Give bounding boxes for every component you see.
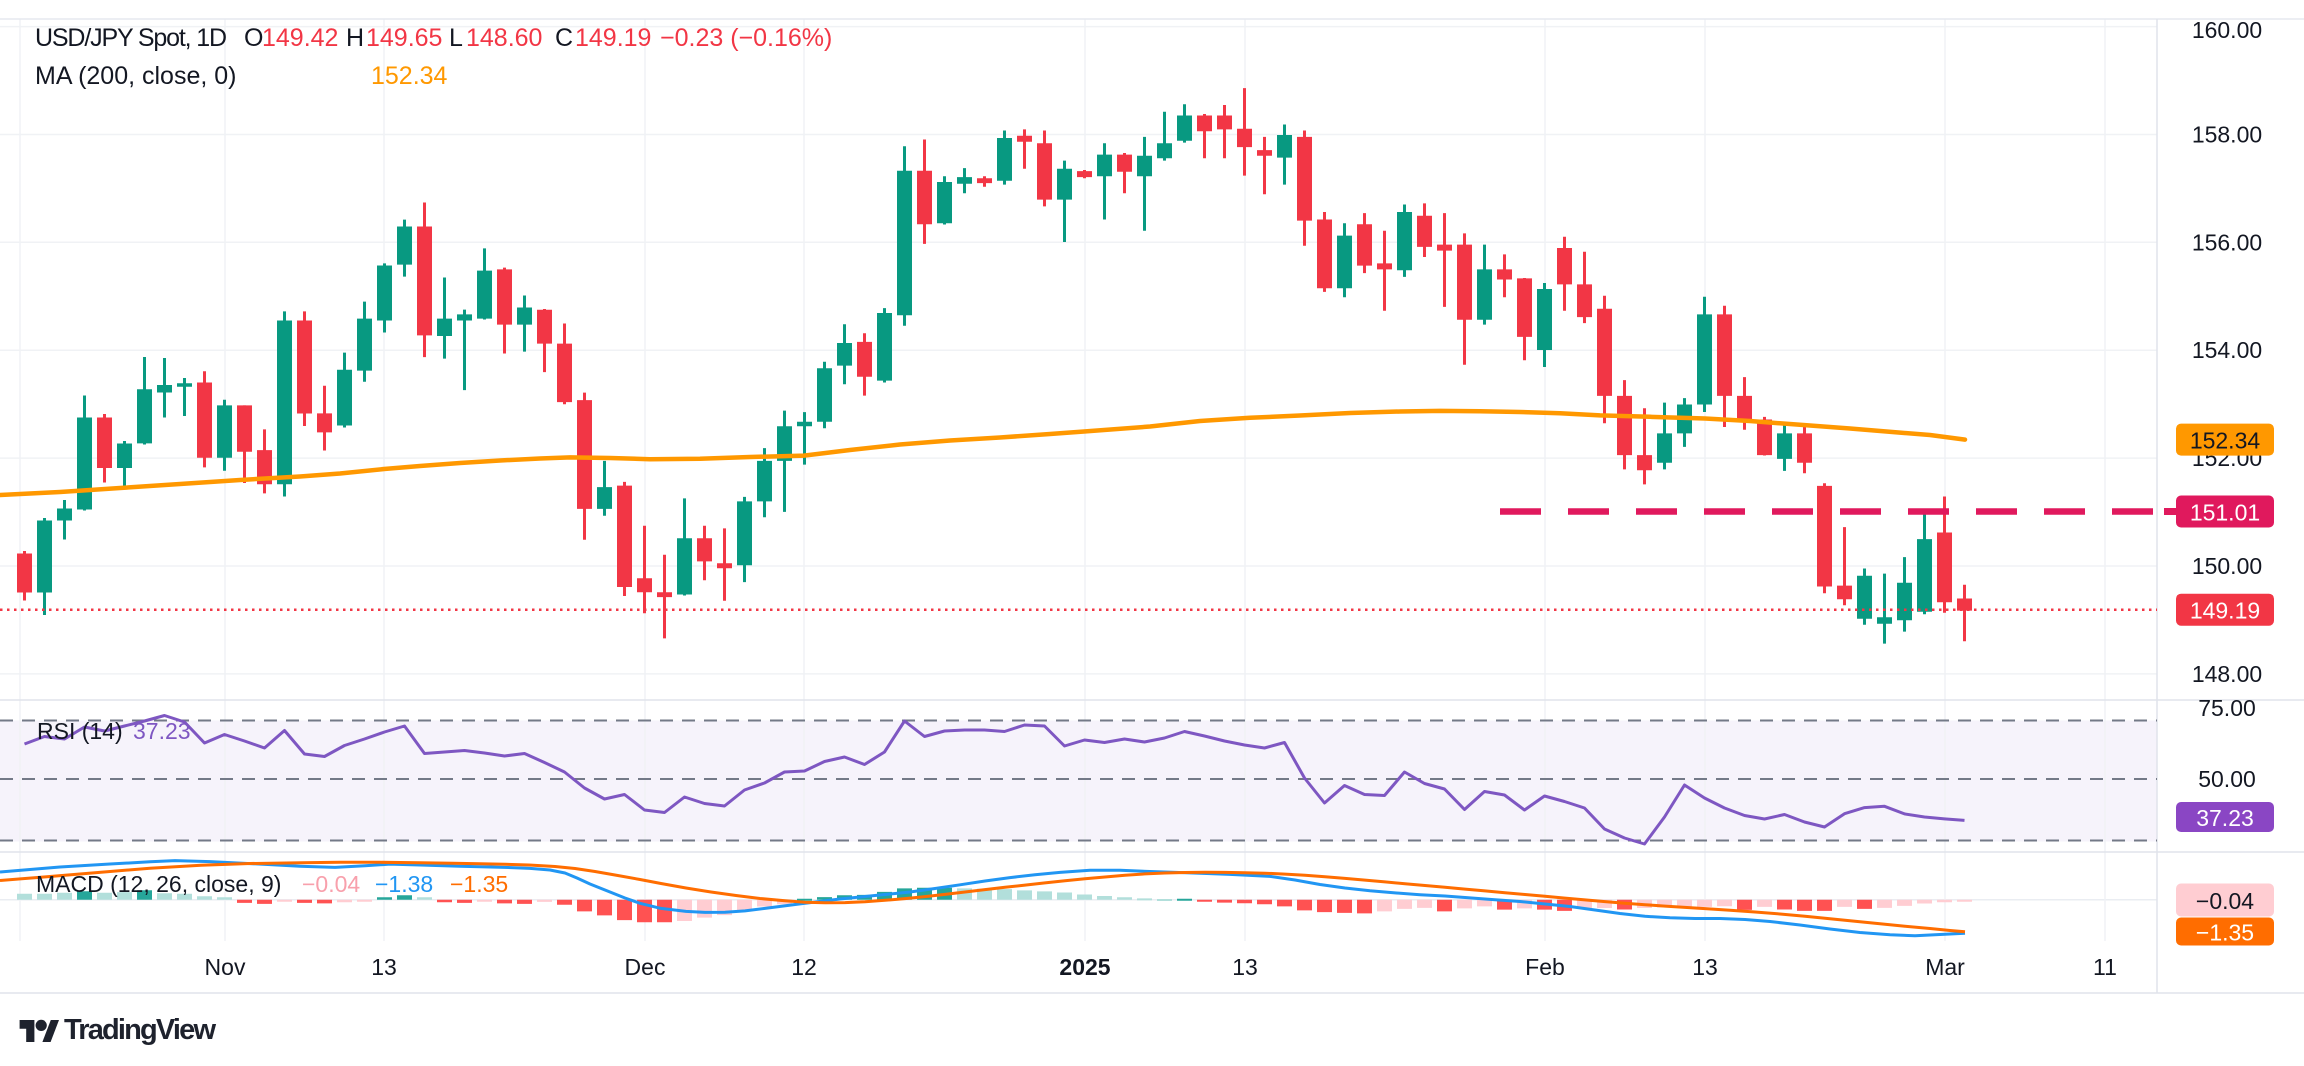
- svg-text:H: H: [346, 24, 364, 52]
- svg-text:O: O: [244, 24, 263, 52]
- svg-text:154.00: 154.00: [2192, 337, 2262, 363]
- svg-text:2025: 2025: [1059, 954, 1110, 980]
- svg-text:MA (200, close, 0): MA (200, close, 0): [35, 62, 236, 90]
- svg-text:TradingView: TradingView: [64, 1014, 216, 1046]
- svg-text:150.00: 150.00: [2192, 553, 2262, 579]
- svg-text:−1.35: −1.35: [450, 871, 508, 897]
- svg-text:−0.04: −0.04: [302, 871, 360, 897]
- svg-text:148.60: 148.60: [466, 24, 542, 52]
- svg-text:149.19: 149.19: [2190, 598, 2260, 624]
- svg-text:Mar: Mar: [1925, 954, 1965, 980]
- svg-text:50.00: 50.00: [2198, 766, 2256, 792]
- svg-text:75.00: 75.00: [2198, 695, 2256, 721]
- svg-text:−0.23 (−0.16%): −0.23 (−0.16%): [660, 24, 832, 52]
- svg-text:158.00: 158.00: [2192, 122, 2262, 148]
- svg-text:37.23: 37.23: [133, 718, 191, 744]
- svg-text:152.34: 152.34: [2190, 428, 2261, 454]
- svg-text:−1.35: −1.35: [2196, 920, 2254, 946]
- svg-text:−1.38: −1.38: [375, 871, 433, 897]
- svg-text:152.34: 152.34: [371, 62, 448, 90]
- svg-text:13: 13: [1232, 954, 1258, 980]
- svg-text:12: 12: [791, 954, 817, 980]
- svg-text:160.00: 160.00: [2192, 17, 2262, 43]
- svg-text:L: L: [449, 24, 463, 52]
- svg-text:Dec: Dec: [625, 954, 666, 980]
- svg-text:Feb: Feb: [1525, 954, 1565, 980]
- svg-text:156.00: 156.00: [2192, 229, 2262, 255]
- svg-text:C: C: [555, 24, 573, 52]
- svg-text:149.65: 149.65: [366, 24, 442, 52]
- svg-text:Nov: Nov: [205, 954, 246, 980]
- svg-text:149.42: 149.42: [262, 24, 338, 52]
- svg-text:11: 11: [2093, 954, 2117, 980]
- svg-text:151.01: 151.01: [2190, 500, 2260, 526]
- svg-text:37.23: 37.23: [2196, 805, 2254, 831]
- svg-text:MACD (12, 26, close, 9): MACD (12, 26, close, 9): [36, 871, 281, 897]
- svg-text:−0.04: −0.04: [2196, 888, 2254, 914]
- svg-text:148.00: 148.00: [2192, 661, 2262, 687]
- svg-text:13: 13: [371, 954, 397, 980]
- svg-text:149.19: 149.19: [575, 24, 651, 52]
- svg-text:RSI (14): RSI (14): [37, 718, 123, 744]
- svg-text:13: 13: [1692, 954, 1718, 980]
- svg-text:USD/JPY Spot, 1D: USD/JPY Spot, 1D: [35, 24, 227, 52]
